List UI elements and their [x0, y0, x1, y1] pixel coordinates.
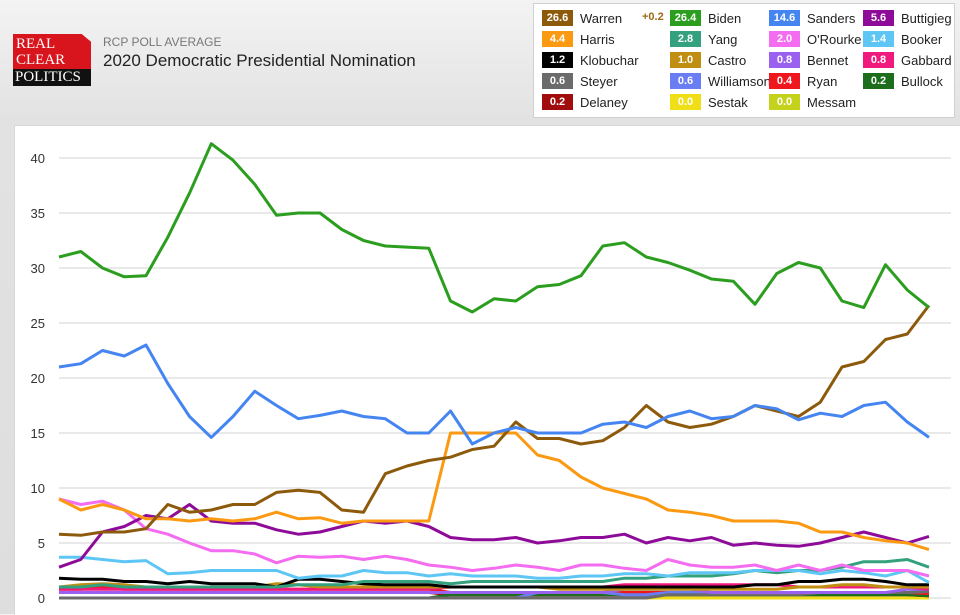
legend-item-harris[interactable]: 4.4 Harris — [542, 31, 615, 47]
legend-item-castro[interactable]: 1.0 Castro — [670, 52, 746, 68]
legend-value: 0.2 — [863, 73, 894, 89]
legend-value: 2.8 — [670, 31, 701, 47]
legend-item-booker[interactable]: 1.4 Booker — [863, 31, 942, 47]
legend-item-sestak[interactable]: 0.0 Sestak — [670, 94, 748, 110]
legend-value: 0.2 — [542, 94, 573, 110]
legend-name: Sestak — [708, 94, 748, 110]
legend-name: Harris — [580, 31, 615, 47]
legend-value: 0.6 — [670, 73, 701, 89]
chart-panel: 0 5 10 15 20 25 30 35 40 — [14, 125, 960, 615]
series-line-klobuchar[interactable] — [58, 576, 929, 589]
logo-black-block: POLITICS — [13, 69, 91, 86]
y-axis-ticks: 0 5 10 15 20 25 30 35 40 — [31, 151, 45, 606]
logo-line-2: CLEAR — [16, 52, 66, 68]
y-tick-label: 5 — [38, 536, 45, 551]
legend-item-williamson[interactable]: 0.6 Williamson — [670, 73, 771, 89]
legend-value: 1.4 — [863, 31, 894, 47]
y-tick-label: 25 — [31, 316, 45, 331]
legend-value: 0.4 — [769, 73, 800, 89]
series-line-buttigieg[interactable] — [58, 503, 930, 569]
leader-change: +0.2 — [642, 11, 664, 23]
chart-legend: +0.2 26.6 Warren 26.4 Biden 14.6 Sanders 5.6 Bu… — [533, 3, 955, 118]
legend-item-gabbard[interactable]: 0.8 Gabbard — [863, 52, 952, 68]
y-tick-label: 40 — [31, 151, 45, 166]
legend-name: Buttigieg — [901, 10, 952, 26]
series-line-steyer[interactable] — [59, 589, 930, 600]
legend-value: 26.6 — [542, 10, 573, 26]
series-line-booker[interactable] — [59, 555, 930, 584]
legend-name: Castro — [708, 52, 747, 68]
legend-name: Sanders — [807, 10, 856, 26]
y-tick-label: 10 — [31, 481, 45, 496]
legend-name: Messam — [807, 94, 857, 110]
legend-value: 4.4 — [542, 31, 573, 47]
legend-value: 0.0 — [769, 94, 800, 110]
series-line-harris[interactable] — [58, 431, 930, 552]
legend-name: Warren — [580, 10, 623, 26]
y-tick-label: 35 — [31, 206, 45, 221]
legend-value: 1.0 — [670, 52, 701, 68]
legend-name: Williamson — [708, 73, 771, 89]
legend-item-ryan[interactable]: 0.4 Ryan — [769, 73, 837, 89]
logo-line-3: POLITICS — [15, 69, 81, 85]
legend-value: 5.6 — [863, 10, 894, 26]
legend-item-sanders[interactable]: 14.6 Sanders — [769, 10, 855, 26]
line-chart: 0 5 10 15 20 25 30 35 40 — [31, 142, 951, 606]
legend-item-delaney[interactable]: 0.2 Delaney — [542, 94, 628, 110]
legend-item-yang[interactable]: 2.8 Yang — [670, 31, 737, 47]
legend-item-orourke[interactable]: 2.0 O'Rourke — [769, 31, 862, 47]
legend-item-bullock[interactable]: 0.2 Bullock — [863, 73, 943, 89]
legend-name: Steyer — [580, 73, 618, 89]
legend-value: 0.8 — [769, 52, 800, 68]
series-line-orourke[interactable] — [58, 497, 930, 578]
legend-name: Klobuchar — [580, 52, 639, 68]
legend-name: Delaney — [580, 94, 628, 110]
y-tick-label: 0 — [38, 591, 45, 606]
legend-value: 2.0 — [769, 31, 800, 47]
legend-name: Biden — [708, 10, 742, 26]
legend-item-steyer[interactable]: 0.6 Steyer — [542, 73, 618, 89]
y-tick-label: 20 — [31, 371, 45, 386]
series-line-biden[interactable] — [58, 142, 930, 314]
legend-item-buttigieg[interactable]: 5.6 Buttigieg — [863, 10, 952, 26]
legend-name: Bullock — [901, 73, 943, 89]
legend-value: 14.6 — [769, 10, 800, 26]
header-subtitle: RCP POLL AVERAGE — [103, 35, 222, 49]
series-lines — [58, 142, 931, 600]
logo-line-1: REAL — [16, 36, 56, 52]
legend-value: 0.8 — [863, 52, 894, 68]
legend-value: 0.6 — [542, 73, 573, 89]
legend-name: Yang — [708, 31, 738, 47]
legend-name: Ryan — [807, 73, 838, 89]
legend-name: Booker — [901, 31, 943, 47]
y-tick-label: 15 — [31, 426, 45, 441]
legend-item-bennet[interactable]: 0.8 Bennet — [769, 52, 848, 68]
rcp-logo: REAL CLEAR POLITICS — [13, 34, 91, 86]
legend-value: 1.2 — [542, 52, 573, 68]
legend-item-messam[interactable]: 0.0 Messam — [769, 94, 856, 110]
series-line-bennet[interactable] — [59, 587, 929, 594]
legend-value: 0.0 — [670, 94, 701, 110]
legend-name: Bennet — [807, 52, 849, 68]
legend-item-klobuchar[interactable]: 1.2 Klobuchar — [542, 52, 639, 68]
legend-value: 26.4 — [670, 10, 701, 26]
legend-item-biden[interactable]: 26.4 Biden — [670, 10, 741, 26]
logo-red-block: REAL CLEAR — [13, 34, 91, 69]
legend-item-warren[interactable]: 26.6 Warren — [542, 10, 622, 26]
legend-name: O'Rourke — [807, 31, 862, 47]
legend-name: Gabbard — [901, 52, 952, 68]
page-title: 2020 Democratic Presidential Nomination — [103, 51, 416, 70]
series-line-sanders[interactable] — [58, 343, 930, 446]
y-tick-label: 30 — [31, 261, 45, 276]
